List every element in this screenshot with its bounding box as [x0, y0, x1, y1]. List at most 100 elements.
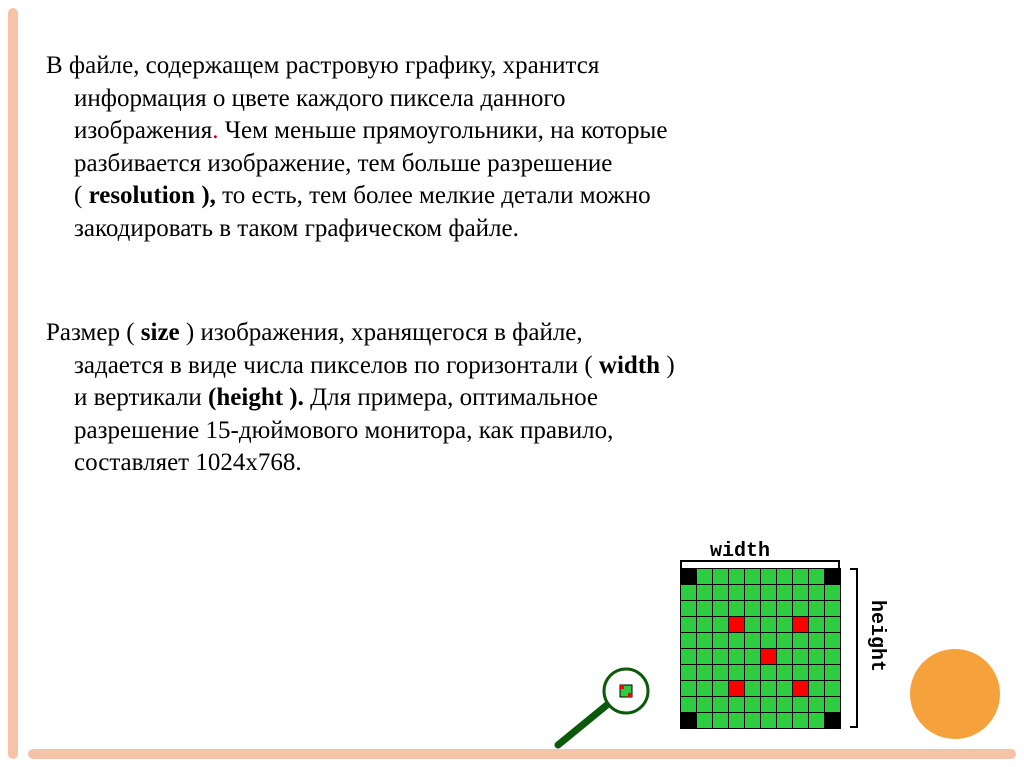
- pixel-cell: [777, 665, 792, 680]
- p2-l3c: Для примера, оптимальное: [304, 384, 598, 411]
- p2-l1c: ) изображения, хранящегося в файле,: [180, 319, 583, 346]
- pixel-cell: [729, 633, 744, 648]
- pixel-cell: [793, 713, 808, 728]
- pixel-cell: [825, 713, 840, 728]
- pixel-cell: [761, 665, 776, 680]
- pixel-cell: [809, 633, 824, 648]
- pixel-cell: [777, 617, 792, 632]
- pixel-cell: [809, 569, 824, 584]
- pixel-cell: [713, 633, 728, 648]
- pixel-cell: [761, 569, 776, 584]
- paragraph-1: В файле, содержащем растровую графику, х…: [46, 50, 984, 245]
- pixel-cell: [809, 585, 824, 600]
- pixel-cell: [825, 569, 840, 584]
- pixel-cell: [697, 569, 712, 584]
- pixel-cell: [681, 585, 696, 600]
- pixel-cell: [697, 649, 712, 664]
- pixel-cell: [745, 601, 760, 616]
- pixel-cell: [761, 633, 776, 648]
- pixel-cell: [681, 617, 696, 632]
- pixel-cell: [793, 617, 808, 632]
- pixel-cell: [825, 585, 840, 600]
- p1-l3b: Чем меньше прямоугольники, на которые: [218, 117, 667, 144]
- pixel-cell: [825, 633, 840, 648]
- pixel-cell: [745, 569, 760, 584]
- pixel-cell: [825, 697, 840, 712]
- pixel-cell: [777, 633, 792, 648]
- pixel-cell: [793, 649, 808, 664]
- pixel-cell: [809, 697, 824, 712]
- pixel-cell: [761, 617, 776, 632]
- pixel-cell: [681, 649, 696, 664]
- pixel-cell: [745, 633, 760, 648]
- pixel-cell: [729, 681, 744, 696]
- p2-l4: разрешение 15-дюймового монитора, как пр…: [74, 417, 613, 444]
- pixel-cell: [761, 681, 776, 696]
- p2-l5: составляет 1024x768.: [74, 449, 302, 476]
- p1-l2: информация о цвете каждого пиксела данно…: [74, 85, 566, 112]
- top-bracket: [680, 560, 840, 568]
- pixel-cell: [809, 601, 824, 616]
- pixel-cell: [745, 713, 760, 728]
- pixel-cell: [713, 569, 728, 584]
- pixel-cell: [825, 681, 840, 696]
- pixel-cell: [697, 617, 712, 632]
- pixel-cell: [793, 569, 808, 584]
- pixel-figure: width height: [650, 540, 990, 760]
- p1-l5c: то есть, тем более мелкие детали можно: [216, 182, 651, 209]
- p1-l1: В файле, содержащем растровую графику, х…: [46, 52, 599, 79]
- pixel-cell: [729, 649, 744, 664]
- pixel-cell: [777, 697, 792, 712]
- pixel-cell: [777, 585, 792, 600]
- pixel-cell: [713, 681, 728, 696]
- left-stripe: [8, 8, 18, 759]
- pixel-cell: [777, 601, 792, 616]
- pixel-cell: [681, 601, 696, 616]
- pixel-cell: [697, 697, 712, 712]
- pixel-cell: [761, 601, 776, 616]
- content: В файле, содержащем растровую графику, х…: [46, 50, 984, 486]
- pixel-cell: [761, 697, 776, 712]
- pixel-cell: [777, 649, 792, 664]
- pixel-cell: [809, 713, 824, 728]
- pixel-cell: [729, 697, 744, 712]
- pixel-cell: [681, 697, 696, 712]
- p2-size: size: [141, 319, 180, 346]
- pixel-cell: [729, 569, 744, 584]
- p2-height: (height ).: [208, 384, 304, 411]
- p1-resolution: resolution ),: [89, 182, 216, 209]
- p1-l6: закодировать в таком графическом файле.: [74, 215, 519, 242]
- pixel-cell: [697, 665, 712, 680]
- p1-l5a: (: [74, 182, 89, 209]
- pixel-cell: [713, 697, 728, 712]
- pixel-cell: [713, 585, 728, 600]
- pixel-cell: [825, 617, 840, 632]
- pixel-cell: [793, 681, 808, 696]
- magnifier-icon: [548, 665, 668, 755]
- grid-wrap: [680, 568, 841, 729]
- pixel-cell: [825, 649, 840, 664]
- pixel-cell: [729, 665, 744, 680]
- pixel-cell: [793, 697, 808, 712]
- pixel-cell: [681, 665, 696, 680]
- pixel-cell: [825, 665, 840, 680]
- pixel-cell: [697, 601, 712, 616]
- p2-l1a: Размер (: [46, 319, 141, 346]
- height-label: height: [865, 600, 888, 672]
- pixel-cell: [681, 569, 696, 584]
- pixel-cell: [745, 697, 760, 712]
- pixel-cell: [761, 585, 776, 600]
- pixel-cell: [809, 681, 824, 696]
- pixel-cell: [745, 617, 760, 632]
- pixel-cell: [697, 713, 712, 728]
- p1-l3a: изображения: [74, 117, 212, 144]
- p2-l3a: и вертикали: [74, 384, 208, 411]
- pixel-cell: [777, 569, 792, 584]
- pixel-cell: [745, 585, 760, 600]
- pixel-cell: [793, 665, 808, 680]
- p1-l4: разбивается изображение, тем больше разр…: [74, 150, 612, 177]
- pixel-cell: [761, 649, 776, 664]
- pixel-cell: [681, 713, 696, 728]
- pixel-cell: [697, 585, 712, 600]
- right-bracket: [850, 568, 858, 728]
